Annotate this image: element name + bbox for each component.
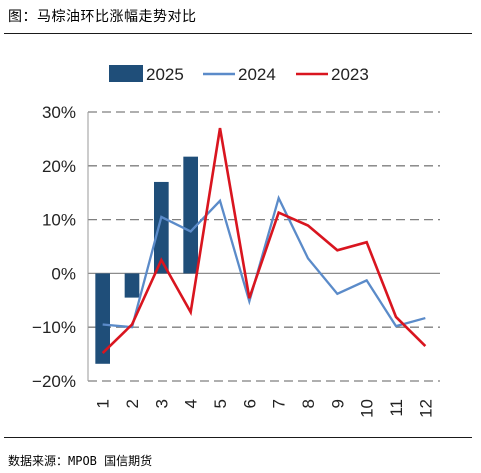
x-tick-label: 8: [299, 399, 318, 408]
x-tick-label: 2: [123, 399, 142, 408]
y-axis: −20% −10% 0% 10% 20% 30%: [32, 103, 89, 391]
x-tick-label: 1: [94, 399, 113, 408]
bottom-divider: [4, 437, 472, 438]
bar-2025-1: [95, 273, 110, 364]
y-tick-label: 0%: [51, 264, 76, 283]
legend-label-2024: 2024: [238, 65, 276, 84]
legend: 2025 2024 2023: [109, 65, 369, 84]
y-tick-label: −20%: [32, 372, 76, 391]
bar-2025-4: [183, 156, 198, 274]
x-tick-label: 9: [328, 399, 347, 408]
y-tick-label: 20%: [42, 157, 76, 176]
y-tick-label: 30%: [42, 103, 76, 122]
legend-label-2025: 2025: [146, 65, 184, 84]
bar-2025-3: [154, 181, 169, 274]
x-tick-label: 5: [211, 399, 230, 408]
x-tick-label: 10: [358, 399, 377, 418]
x-tick-label: 3: [152, 399, 171, 408]
y-tick-label: −10%: [32, 318, 76, 337]
x-tick-label: 4: [182, 399, 201, 408]
line-2024: [102, 194, 426, 329]
x-axis: 1 2 3 4 5 6 7 8 9 10 11 12: [94, 399, 436, 418]
y-tick-label: 10%: [42, 211, 76, 230]
legend-swatch-2025: [109, 65, 143, 82]
legend-label-2023: 2023: [331, 65, 369, 84]
lines: [101, 127, 427, 354]
top-divider: [4, 33, 472, 34]
figure-title: 图：马棕油环比涨幅走势对比: [8, 9, 197, 25]
source-note: 数据来源：MPOB 国信期货: [8, 454, 153, 468]
bars: [95, 156, 198, 364]
x-tick-label: 6: [240, 399, 259, 408]
bar-2025-2: [124, 273, 140, 298]
x-tick-label: 7: [270, 399, 289, 408]
x-tick-label: 12: [416, 399, 435, 418]
line-2023: [101, 127, 427, 354]
x-tick-label: 11: [387, 399, 406, 417]
